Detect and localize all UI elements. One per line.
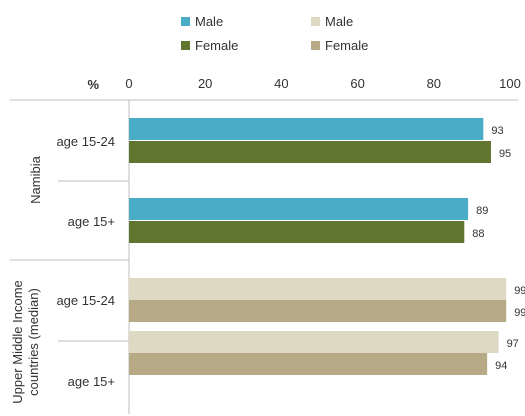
legend-label-0: Male: [195, 14, 223, 29]
x-tick-label-20: 20: [198, 76, 212, 91]
group-label-1-line-0: Upper Middle Income: [10, 280, 25, 404]
bar-3-0: [129, 331, 499, 353]
x-tick-label-80: 80: [427, 76, 441, 91]
bar-3-1: [129, 353, 488, 375]
bar-0-0: [129, 118, 484, 140]
bar-value-label-0-1: 95: [499, 148, 511, 160]
category-label-1: age 15+: [68, 214, 115, 229]
bar-value-label-2-0: 99: [514, 285, 525, 297]
unit-label: %: [87, 77, 99, 92]
group-label-0: Namibia: [28, 155, 43, 203]
legend-swatch-3: [311, 41, 320, 50]
legend-label-2: Male: [325, 14, 353, 29]
legend-label-3: Female: [325, 38, 368, 53]
legend-label-1: Female: [195, 38, 238, 53]
x-tick-label-0: 0: [125, 76, 132, 91]
legend-swatch-0: [181, 17, 190, 26]
legend-swatch-1: [181, 41, 190, 50]
bar-value-label-3-1: 94: [495, 360, 507, 372]
bar-1-1: [129, 221, 465, 243]
bar-value-label-0-0: 93: [491, 125, 503, 137]
x-tick-label-60: 60: [350, 76, 364, 91]
group-label-1-line-1: countries (median): [26, 288, 41, 396]
bar-0-1: [129, 141, 491, 163]
bar-value-label-3-0: 97: [507, 338, 519, 350]
bar-2-1: [129, 300, 507, 322]
x-tick-label-40: 40: [274, 76, 288, 91]
legend-swatch-2: [311, 17, 320, 26]
bar-2-0: [129, 278, 507, 300]
category-label-2: age 15-24: [56, 293, 115, 308]
category-label-3: age 15+: [68, 374, 115, 389]
bar-value-label-1-1: 88: [472, 228, 484, 240]
x-tick-label-100: 100: [499, 76, 521, 91]
bar-value-label-1-0: 89: [476, 205, 488, 217]
group-label-1: Upper Middle Incomecountries (median): [10, 280, 41, 404]
bar-value-label-2-1: 99: [514, 307, 525, 319]
category-label-0: age 15-24: [56, 134, 115, 149]
bar-1-0: [129, 198, 469, 220]
